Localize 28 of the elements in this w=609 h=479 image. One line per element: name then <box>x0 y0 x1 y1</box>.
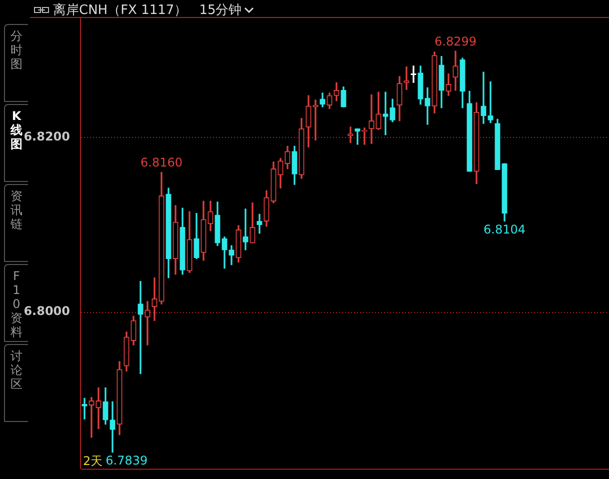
chart-title: 离岸CNH（FX 1117） <box>53 2 188 19</box>
candlestick <box>480 72 486 124</box>
annotation: 6.7839 <box>106 453 148 468</box>
candlestick <box>368 94 374 144</box>
text: 讨论区 <box>10 349 22 391</box>
candlestick <box>110 401 116 453</box>
candlestick <box>424 87 430 125</box>
candlestick <box>256 214 262 234</box>
annotation: 6.8160 <box>140 155 183 170</box>
text: K线图 <box>10 109 22 151</box>
text: 资讯链 <box>10 189 22 231</box>
candlestick <box>96 387 102 430</box>
candlestick <box>488 81 494 123</box>
text: F10资料 <box>10 269 22 339</box>
chart-subtitle: 15分钟 <box>199 2 242 19</box>
annotation: 2天 <box>83 454 103 468</box>
candlestick <box>152 278 158 321</box>
annotation: 6.8299 <box>434 34 477 48</box>
candlestick <box>88 396 94 438</box>
candlestick <box>382 92 388 136</box>
annotation: 6.8104 <box>484 222 526 236</box>
candlestick <box>242 208 248 250</box>
y-tick-label: 6.8000 <box>24 304 70 318</box>
candlestick <box>144 301 150 346</box>
candlestick <box>312 100 318 140</box>
text: 分时图 <box>10 29 22 71</box>
candlestick <box>138 281 144 374</box>
y-tick-label: 6.8200 <box>24 130 70 144</box>
